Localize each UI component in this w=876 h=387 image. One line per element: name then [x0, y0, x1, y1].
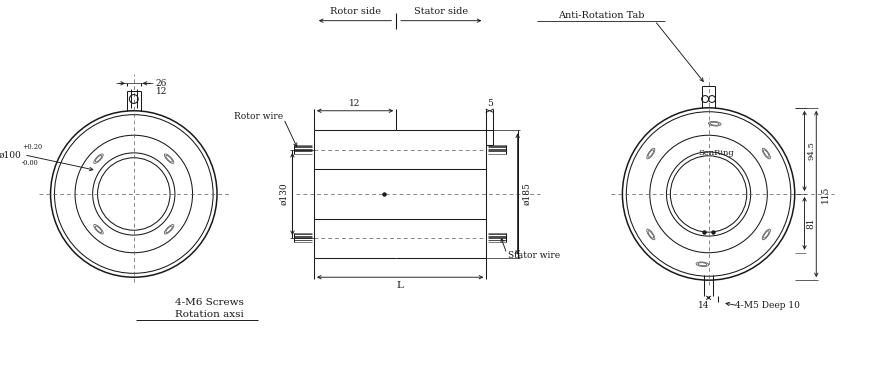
Text: 115: 115 [821, 185, 830, 203]
Text: 12: 12 [156, 87, 167, 96]
Text: 4-M5 Deep 10: 4-M5 Deep 10 [735, 301, 800, 310]
Text: 26: 26 [156, 79, 167, 88]
Text: +0.20: +0.20 [22, 143, 42, 151]
Text: Anti-Rotation Tab: Anti-Rotation Tab [558, 11, 644, 20]
Text: 5: 5 [487, 99, 492, 108]
Text: ø100: ø100 [0, 150, 21, 159]
Text: -0.00: -0.00 [22, 159, 39, 167]
Text: 94.5: 94.5 [808, 142, 816, 160]
Text: 12: 12 [350, 99, 361, 108]
Text: SenRing: SenRing [698, 149, 734, 157]
Text: 81: 81 [807, 217, 816, 229]
Text: ø130: ø130 [279, 183, 288, 205]
Text: 4-M6 Screws: 4-M6 Screws [175, 298, 244, 307]
Text: Rotor wire: Rotor wire [234, 112, 283, 121]
Text: Rotor side: Rotor side [329, 7, 380, 16]
Text: Rotation axsi: Rotation axsi [175, 310, 244, 319]
Text: ø185: ø185 [522, 183, 531, 205]
Text: L: L [397, 281, 404, 289]
Text: Stator side: Stator side [414, 7, 469, 16]
Text: Stator wire: Stator wire [508, 251, 560, 260]
Text: 14: 14 [698, 301, 710, 310]
